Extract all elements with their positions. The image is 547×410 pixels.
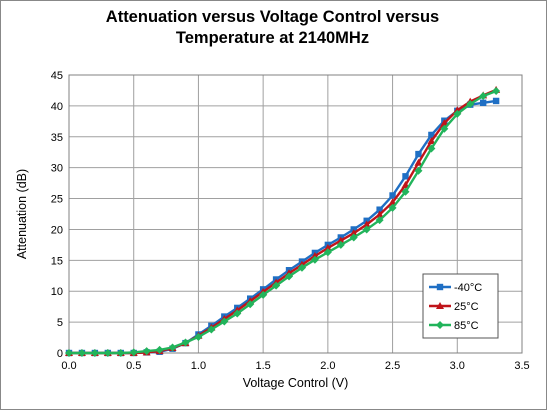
legend-swatch-marker <box>436 283 444 291</box>
x-tick-label: 3.5 <box>514 360 529 372</box>
data-point <box>402 173 409 180</box>
legend-item: -40°C <box>429 282 482 294</box>
legend-swatch-marker <box>436 321 444 329</box>
data-point <box>155 345 164 354</box>
data-point <box>336 240 345 249</box>
x-tick-label: 0.5 <box>126 360 141 372</box>
data-point <box>297 263 306 272</box>
data-point <box>492 97 500 105</box>
data-point <box>362 225 371 234</box>
data-point <box>220 317 229 326</box>
series-line <box>69 89 497 355</box>
y-tick-label: 15 <box>51 255 63 267</box>
data-point <box>428 131 435 139</box>
y-tick-label: 35 <box>51 132 63 144</box>
y-tick-label: 25 <box>51 194 63 206</box>
data-point <box>129 348 138 357</box>
data-point <box>168 343 177 352</box>
chart-title-line-1: Attenuation versus Voltage Control versu… <box>105 8 440 26</box>
data-point <box>233 309 242 318</box>
data-point <box>427 137 436 145</box>
data-point <box>207 325 216 334</box>
x-tick-label: 3.0 <box>450 360 465 372</box>
data-point <box>246 300 255 309</box>
legend-label: 85°C <box>454 320 479 332</box>
data-point <box>323 243 332 251</box>
tick-labels: 0.0 0.5 1.0 1.5 2.0 2.5 3.0 3.5 0 5 10 15 20 25 30 35 40… <box>51 70 530 372</box>
series-3 <box>65 87 501 357</box>
y-tick-label: 5 <box>57 317 63 329</box>
data-point <box>375 216 384 225</box>
data-point <box>388 203 397 212</box>
data-point <box>440 119 449 127</box>
chart-title-line-2: Temperature at 2140MHz <box>175 29 370 47</box>
x-axis-label: Voltage Control (V) <box>243 376 349 390</box>
data-point <box>336 236 345 244</box>
x-tick-label: 2.5 <box>385 360 400 372</box>
legend-label: 25°C <box>454 301 479 313</box>
data-point <box>285 272 294 281</box>
y-tick-label: 40 <box>51 101 63 113</box>
data-point <box>479 92 488 101</box>
data-point <box>376 206 383 213</box>
data-point <box>375 210 384 218</box>
legend-swatch-marker <box>436 302 444 309</box>
y-tick-label: 20 <box>51 224 63 236</box>
plot-area-border <box>68 74 523 354</box>
data-point <box>389 192 396 199</box>
chart-title: Attenuation versus Voltage Control versu… <box>20 7 525 49</box>
data-point <box>414 166 423 175</box>
y-axis-label: Attenuation (dB) <box>15 169 29 259</box>
data-point <box>415 150 422 158</box>
x-tick-label: 0.0 <box>61 360 76 372</box>
data-point <box>116 349 125 357</box>
data-point <box>349 229 358 237</box>
data-point <box>272 281 281 290</box>
data-point <box>90 349 99 357</box>
data-point <box>77 349 86 357</box>
y-tick-label: 30 <box>51 163 63 175</box>
legend-item: 25°C <box>429 301 479 313</box>
x-tick-label: 2.0 <box>320 360 335 372</box>
y-tick-label: 10 <box>51 286 63 298</box>
data-point <box>362 220 371 228</box>
data-point <box>259 290 268 299</box>
legend: -40°C 25°C 85°C <box>422 273 499 339</box>
x-tick-label: 1.0 <box>191 360 206 372</box>
legend-label: -40°C <box>454 282 482 294</box>
data-point <box>142 347 151 356</box>
data-point <box>194 332 203 341</box>
y-tick-label: 0 <box>57 348 63 360</box>
data-point <box>349 233 358 242</box>
data-point <box>181 338 190 347</box>
data-point <box>427 144 436 153</box>
x-tick-label: 1.5 <box>255 360 270 372</box>
data-point <box>401 180 410 188</box>
data-point <box>103 349 112 357</box>
y-tick-label: 45 <box>51 70 63 82</box>
data-point <box>479 99 487 106</box>
data-point <box>440 124 449 133</box>
data-point <box>310 255 319 264</box>
data-point <box>323 248 332 257</box>
data-point <box>492 87 501 96</box>
data-point <box>401 187 410 196</box>
data-point <box>453 109 462 118</box>
data-point <box>414 158 423 166</box>
series-lines <box>65 85 501 357</box>
data-point <box>65 349 73 357</box>
data-point <box>466 100 475 109</box>
legend-item: 85°C <box>429 320 479 332</box>
